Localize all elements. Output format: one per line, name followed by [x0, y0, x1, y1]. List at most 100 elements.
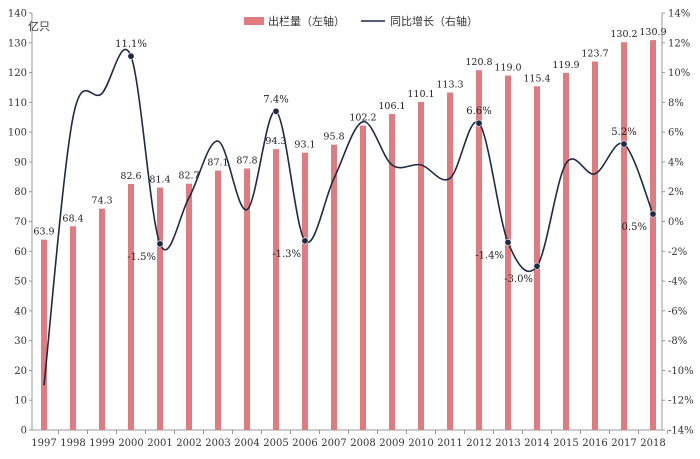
- right-tick-label: -2%: [668, 247, 687, 258]
- legend-bar-label: 出栏量（左轴）: [268, 14, 345, 28]
- x-axis: 1997 1998 1999 2000 2001 2002 2003 2004 2005 2006…: [31, 429, 668, 449]
- bar-value-label: 119.9: [552, 60, 579, 71]
- left-tick-label: 50: [14, 277, 27, 288]
- bar: [447, 92, 453, 430]
- x-tick-label: 1999: [89, 438, 114, 449]
- bar-value-label: 87.8: [236, 155, 257, 166]
- bar-value-label: 119.0: [494, 63, 521, 74]
- bar-value-label: 68.4: [62, 213, 83, 224]
- x-tick-label: 2009: [379, 438, 404, 449]
- bar: [70, 226, 76, 430]
- x-tick-label: 2006: [292, 438, 317, 449]
- left-tick-label: 80: [14, 187, 27, 198]
- x-tick-label: 2000: [118, 438, 143, 449]
- left-tick-label: 10: [14, 396, 27, 407]
- left-tick-label: 100: [8, 128, 27, 139]
- line-point-label: -1.5%: [127, 252, 156, 263]
- bar-value-label: 82.7: [178, 171, 199, 182]
- legend-bar-swatch: [244, 17, 264, 25]
- bar-value-label: 106.1: [378, 101, 405, 112]
- line-marker: [127, 52, 135, 60]
- bar: [360, 125, 366, 430]
- bar: [592, 61, 598, 430]
- growth-line: [43, 48, 654, 386]
- line-marker: [475, 119, 483, 127]
- right-tick-label: 12%: [668, 38, 690, 49]
- x-tick-label: 2014: [524, 438, 549, 449]
- right-tick-label: 8%: [668, 98, 684, 109]
- bar-value-label: 95.8: [323, 132, 344, 143]
- bar: [128, 183, 134, 430]
- x-tick-label: 1997: [31, 438, 56, 449]
- bar: [244, 168, 250, 430]
- right-tick-label: -4%: [668, 277, 687, 288]
- x-tick-label: 2016: [582, 438, 607, 449]
- bar-value-label: 115.4: [523, 73, 550, 84]
- line-point-label: -3.0%: [504, 274, 533, 285]
- x-tick-label: 2018: [640, 438, 665, 449]
- left-tick-label: 30: [14, 336, 27, 347]
- left-tick-label: 70: [14, 217, 27, 228]
- x-tick-label: 2015: [553, 438, 578, 449]
- line-point-label: 5.2%: [611, 127, 636, 138]
- right-tick-label: 4%: [668, 157, 684, 168]
- line-marker: [649, 210, 657, 218]
- bar: [476, 70, 482, 430]
- left-tick-label: 60: [14, 247, 27, 258]
- right-tick-label: -8%: [668, 336, 687, 347]
- line-point-label: 0.5%: [622, 222, 647, 233]
- line-series: [43, 48, 654, 386]
- bar: [505, 75, 511, 431]
- x-tick-label: 2003: [205, 438, 230, 449]
- line-marker: [533, 262, 541, 270]
- x-tick-label: 2002: [176, 438, 201, 449]
- x-tick-label: 2017: [611, 438, 636, 449]
- bar-value-label: 113.3: [436, 80, 463, 91]
- bar: [302, 152, 308, 430]
- bar-value-label: 102.2: [349, 113, 376, 124]
- right-tick-label: 2%: [668, 187, 684, 198]
- line-marker: [272, 107, 280, 115]
- left-tick-label: 130: [8, 38, 27, 49]
- bar-value-label: 74.3: [91, 196, 112, 207]
- bar-value-label: 87.1: [207, 158, 228, 169]
- right-tick-label: -14%: [668, 426, 694, 437]
- right-tick-label: 6%: [668, 128, 684, 139]
- bar: [563, 72, 569, 430]
- line-marker: [504, 238, 512, 246]
- bar: [186, 183, 192, 430]
- bar: [650, 40, 656, 430]
- x-tick-label: 2007: [321, 438, 346, 449]
- bar: [157, 187, 163, 430]
- right-tick-label: -6%: [668, 306, 687, 317]
- line-point-label: 6.6%: [466, 106, 491, 117]
- left-axis: 0 10 20 30 40 50 60 70 80 90 100 110 120 130 140: [8, 9, 33, 437]
- left-tick-label: 40: [14, 306, 27, 317]
- left-tick-label: 0: [21, 426, 27, 437]
- right-axis: -14% -12% -10% -8% -6% -4% -2% 0% 2% 4% 6% 8% 10% 12%…: [661, 9, 694, 437]
- line-point-label: 7.4%: [263, 94, 288, 105]
- x-tick-label: 2001: [147, 438, 172, 449]
- x-tick-label: 2008: [350, 438, 375, 449]
- bar: [99, 208, 105, 430]
- line-marker: [620, 140, 628, 148]
- bar-value-label: 82.6: [120, 171, 141, 182]
- bar-value-label: 63.9: [33, 227, 54, 238]
- legend: 出栏量（左轴） 同比增长（右轴）: [244, 14, 478, 28]
- line-marker: [156, 240, 164, 248]
- bar-value-label: 94.3: [265, 136, 286, 147]
- line-point-label: 11.1%: [115, 39, 147, 50]
- line-point-label: -1.4%: [475, 250, 504, 261]
- x-tick-label: 2013: [495, 438, 520, 449]
- x-tick-label: 2012: [466, 438, 491, 449]
- x-tick-label: 2005: [263, 438, 288, 449]
- line-point-labels: 11.1% -1.5% 7.4% -1.3% 6.6% -1.4% -3.0% 5.2% 0.5…: [115, 39, 647, 285]
- bar: [41, 239, 47, 430]
- left-tick-label: 20: [14, 366, 27, 377]
- left-tick-label: 110: [8, 98, 27, 109]
- legend-line-label: 同比增长（右轴）: [390, 14, 478, 28]
- bar-value-label: 123.7: [581, 49, 608, 60]
- left-tick-label: 90: [14, 157, 27, 168]
